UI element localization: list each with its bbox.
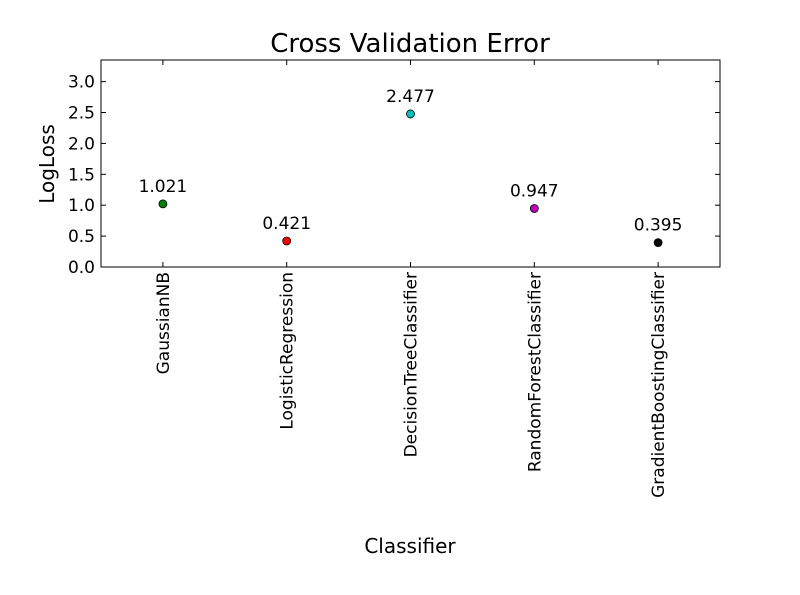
chart-title: Cross Validation Error: [270, 29, 550, 59]
data-point: [406, 109, 415, 119]
data-label: 0.395: [634, 216, 683, 236]
data-label: 1.021: [139, 177, 188, 197]
x-tick-label: GradientBoostingClassifier: [649, 272, 669, 498]
chart-marks: 0.0 0.5 1.0 1.5 2.0 2.5 3.0 GaussianNB 1.021 Logi…: [68, 60, 720, 498]
data-point: [653, 238, 663, 247]
x-tick-label: LogisticRegression: [278, 272, 298, 430]
data-point: [529, 204, 539, 213]
x-tick-label: DecisionTreeClassifier: [402, 272, 422, 457]
x-tick-label: RandomForestClassifier: [525, 272, 545, 472]
data-label: 2.477: [386, 87, 435, 107]
data-label: 0.421: [262, 214, 311, 234]
x-axis-label: Classifier: [364, 534, 456, 558]
y-tick-label: 2.0: [68, 134, 95, 154]
y-tick-label: 1.0: [68, 196, 95, 216]
y-tick-label: 1.5: [68, 165, 95, 185]
y-axis-label: LogLoss: [35, 124, 59, 204]
y-tick-label: 2.5: [68, 104, 95, 124]
data-label: 0.947: [510, 181, 559, 201]
data-point: [158, 199, 168, 209]
y-tick-label: 0.5: [68, 227, 95, 247]
x-tick-label: GaussianNB: [154, 272, 174, 374]
y-tick-label: 3.0: [68, 73, 95, 93]
data-point: [282, 236, 292, 246]
y-tick-label: 0.0: [68, 258, 95, 278]
